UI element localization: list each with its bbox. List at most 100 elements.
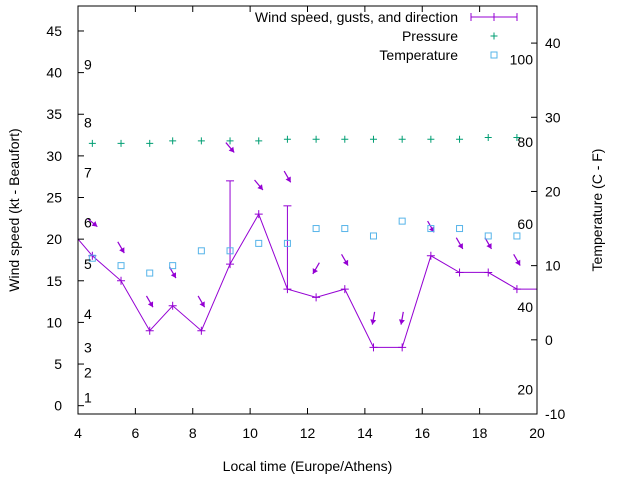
- wind-point: [455, 268, 464, 277]
- legend-marker-temperature: [490, 51, 498, 59]
- legend-label-pressure: Pressure: [402, 28, 458, 44]
- wind-direction-arrowhead: [199, 301, 205, 308]
- beaufort-label: 8: [84, 115, 92, 131]
- x-tick-label: 12: [300, 425, 316, 441]
- pressure-point: [456, 135, 464, 143]
- wind-direction-arrowhead: [515, 259, 521, 266]
- x-tick-label: 10: [242, 425, 258, 441]
- legend-marker-pressure: [490, 32, 498, 40]
- pressure-point: [312, 135, 320, 143]
- wind-point: [512, 285, 521, 294]
- y-axis-title: Wind speed (kt - Beaufort): [6, 128, 22, 291]
- y-tick-label: 30: [46, 148, 62, 164]
- y2-tick-label: -10: [545, 406, 565, 422]
- beaufort-label: 2: [84, 364, 92, 380]
- legend-label-temperature: Temperature: [379, 47, 458, 63]
- pressure-point: [255, 137, 263, 145]
- y-tick-label: 45: [46, 23, 62, 39]
- pressure-point: [341, 135, 349, 143]
- beaufort-label: 3: [84, 339, 92, 355]
- wind-direction-arrowhead: [486, 243, 492, 249]
- pressure-point: [197, 137, 205, 145]
- temperature-point: [456, 225, 464, 233]
- wind-direction-arrowhead: [91, 221, 98, 227]
- temperature-point: [427, 225, 435, 233]
- wind-point: [117, 276, 126, 285]
- x-tick-label: 4: [74, 425, 82, 441]
- temperature-point: [341, 225, 349, 233]
- temperature-point: [117, 262, 125, 270]
- y2-tick-label: 40: [545, 35, 561, 51]
- wind-direction-arrowhead: [370, 319, 377, 325]
- fahrenheit-label: 40: [517, 299, 533, 315]
- legend-marker-wind: [470, 13, 518, 21]
- pressure-point: [398, 135, 406, 143]
- temperature-point: [255, 239, 263, 247]
- x-tick-label: 14: [357, 425, 373, 441]
- axes-layer: 4 6 8 10 12 14 16 18 20051015202530354045-100102…: [6, 5, 605, 474]
- y-tick-label: 20: [46, 231, 62, 247]
- beaufort-label: 4: [84, 306, 92, 322]
- wind-point: [340, 285, 349, 294]
- temperature-point: [369, 232, 377, 240]
- beaufort-label: 1: [84, 389, 92, 405]
- wind-point: [484, 268, 493, 277]
- x-tick-label: 20: [529, 425, 545, 441]
- wind-direction-arrowhead: [457, 243, 463, 249]
- x-tick-label: 16: [414, 425, 430, 441]
- temperature-point: [398, 217, 406, 225]
- x-tick-label: 18: [472, 425, 488, 441]
- temperature-point: [283, 239, 291, 247]
- wind-point: [168, 301, 177, 310]
- wind-direction-arrowhead: [429, 226, 435, 233]
- wind-direction-arrowhead: [285, 176, 291, 183]
- wind-speed-line: [77, 213, 537, 348]
- wind-direction-arrowhead: [312, 268, 318, 274]
- x-axis-title: Local time (Europe/Athens): [223, 458, 393, 474]
- wind-direction-arrowhead: [119, 247, 125, 254]
- beaufort-label: 6: [84, 214, 92, 230]
- fahrenheit-label: 80: [517, 134, 533, 150]
- y-tick-label: 15: [46, 273, 62, 289]
- temperature-point: [146, 269, 154, 277]
- beaufort-label: 9: [84, 56, 92, 72]
- pressure-point: [169, 137, 177, 145]
- wind-point: [398, 343, 407, 352]
- legend: Wind speed, gusts, and direction Pressure…: [255, 9, 518, 63]
- temperature-point: [197, 247, 205, 255]
- wind-direction-arrowhead: [147, 301, 154, 308]
- wind-point: [426, 251, 435, 260]
- y2-tick-label: 10: [545, 258, 561, 274]
- fahrenheit-label: 20: [517, 382, 533, 398]
- temperature-point: [484, 232, 492, 240]
- wind-direction-arrowhead: [170, 272, 177, 279]
- y2-axis-title: Temperature (C - F): [589, 149, 605, 272]
- pressure-point: [88, 139, 96, 147]
- pressure-point: [484, 134, 492, 142]
- legend-label-wind: Wind speed, gusts, and direction: [255, 9, 458, 25]
- y-tick-label: 40: [46, 65, 62, 81]
- beaufort-label: 7: [84, 165, 92, 181]
- y2-tick-label: 30: [545, 109, 561, 125]
- y2-tick-label: 0: [545, 332, 553, 348]
- x-tick-label: 8: [189, 425, 197, 441]
- fahrenheit-label: 60: [517, 216, 533, 232]
- wind-direction-arrowhead: [228, 146, 235, 153]
- y-tick-label: 0: [54, 398, 62, 414]
- pressure-point: [117, 139, 125, 147]
- wind-direction-arrowhead: [398, 319, 405, 325]
- wind-point: [197, 326, 206, 335]
- pressure-point: [427, 135, 435, 143]
- temperature-point: [312, 225, 320, 233]
- wind-point: [254, 210, 263, 219]
- y-tick-label: 10: [46, 314, 62, 330]
- y2-tick-label: 20: [545, 183, 561, 199]
- wind-direction-arrowhead: [257, 184, 263, 190]
- temperature-point: [88, 254, 96, 262]
- pressure-point: [513, 134, 521, 142]
- wind-point: [369, 343, 378, 352]
- temperature-point: [169, 262, 177, 270]
- wind-point: [312, 293, 321, 302]
